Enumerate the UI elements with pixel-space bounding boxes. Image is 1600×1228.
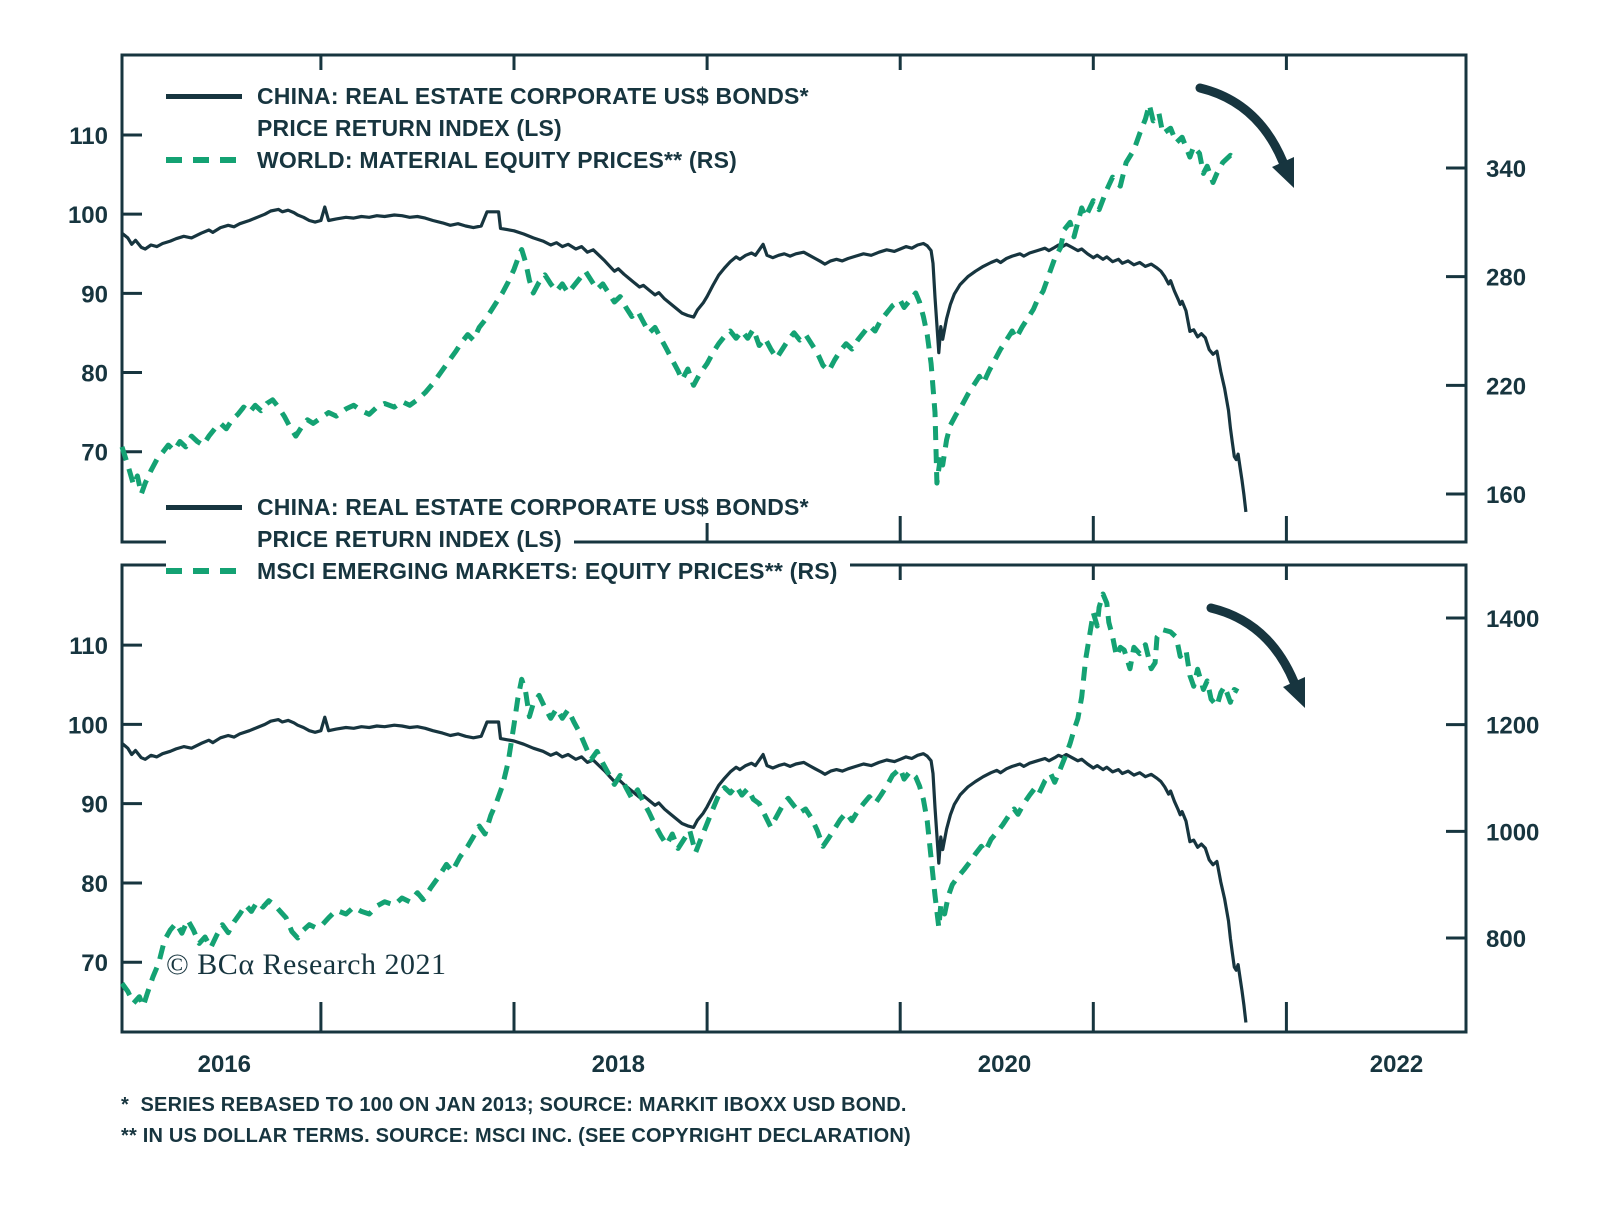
bond-series-line [120,715,1248,1023]
x-axis-year-label: 2022 [1370,1051,1423,1078]
legend-item-bonds: CHINA: REAL ESTATE CORPORATE US$ BONDS* [166,491,821,523]
right-axis-tick-label: 1400 [1486,606,1539,633]
legend-indent [166,128,242,129]
left-axis-tick-label: 90 [81,792,108,819]
x-axis-year-label: 2020 [978,1051,1031,1078]
legend-item-bonds-line2: PRICE RETURN INDEX (LS) [166,523,574,555]
right-axis-tick-label: 160 [1486,482,1526,509]
left-axis-tick-label: 100 [68,712,108,739]
right-axis-tick-label: 340 [1486,156,1526,183]
legend-label: PRICE RETURN INDEX (LS) [257,114,562,141]
legend-top-panel: CHINA: REAL ESTATE CORPORATE US$ BONDS* … [166,80,821,176]
solid-line-swatch [166,93,242,99]
equity-series-line [119,102,1240,497]
legend-indent [166,539,242,540]
left-axis-tick-label: 70 [81,950,108,977]
left-axis-tick-label: 100 [68,202,108,229]
panel-frame [120,53,1468,544]
dashed-line-swatch [166,568,242,574]
legend-item-bonds-line2: PRICE RETURN INDEX (LS) [166,112,574,144]
legend-label: WORLD: MATERIAL EQUITY PRICES** (RS) [257,146,737,173]
legend-item-world-materials: WORLD: MATERIAL EQUITY PRICES** (RS) [166,144,749,176]
legend-item-bonds: CHINA: REAL ESTATE CORPORATE US$ BONDS* [166,80,821,112]
right-axis-tick-label: 800 [1486,926,1526,953]
down-arrow [1206,603,1299,687]
legend-label: CHINA: REAL ESTATE CORPORATE US$ BONDS* [257,82,809,109]
equity-series-line [119,591,1240,1009]
bond-series-line [120,205,1248,513]
left-axis-tick-label: 110 [69,123,108,150]
x-axis-year-label: 2016 [198,1051,251,1078]
left-axis-tick-label: 80 [81,361,108,388]
solid-line-swatch [166,504,242,510]
footnotes: * SERIES REBASED TO 100 ON JAN 2013; SOU… [121,1090,911,1152]
down-arrow-head [1283,677,1305,708]
right-axis-tick-label: 280 [1486,265,1526,292]
legend-label: PRICE RETURN INDEX (LS) [257,525,562,552]
legend-label: MSCI EMERGING MARKETS: EQUITY PRICES** (… [257,557,838,584]
x-axis-year-label: 2018 [592,1051,645,1078]
left-axis-tick-label: 110 [69,633,108,660]
footnote-usd-terms: ** IN US DOLLAR TERMS. SOURCE: MSCI INC.… [121,1125,911,1147]
right-axis-tick-label: 1000 [1486,819,1539,846]
down-arrow-head [1272,157,1294,188]
left-axis-tick-label: 80 [81,871,108,898]
legend-bottom-panel: CHINA: REAL ESTATE CORPORATE US$ BONDS* … [166,491,850,587]
right-axis-tick-label: 1200 [1486,713,1539,740]
left-axis-tick-label: 70 [81,440,108,467]
down-arrow [1195,83,1288,167]
footnote-series-rebased: * SERIES REBASED TO 100 ON JAN 2013; SOU… [121,1094,907,1116]
legend-label: CHINA: REAL ESTATE CORPORATE US$ BONDS* [257,493,809,520]
bca-research-copyright: © BCα Research 2021 [166,948,447,981]
legend-item-msci-em: MSCI EMERGING MARKETS: EQUITY PRICES** (… [166,555,850,587]
dashed-line-swatch [166,157,242,163]
left-axis-tick-label: 90 [81,281,108,308]
right-axis-tick-label: 220 [1486,373,1526,400]
